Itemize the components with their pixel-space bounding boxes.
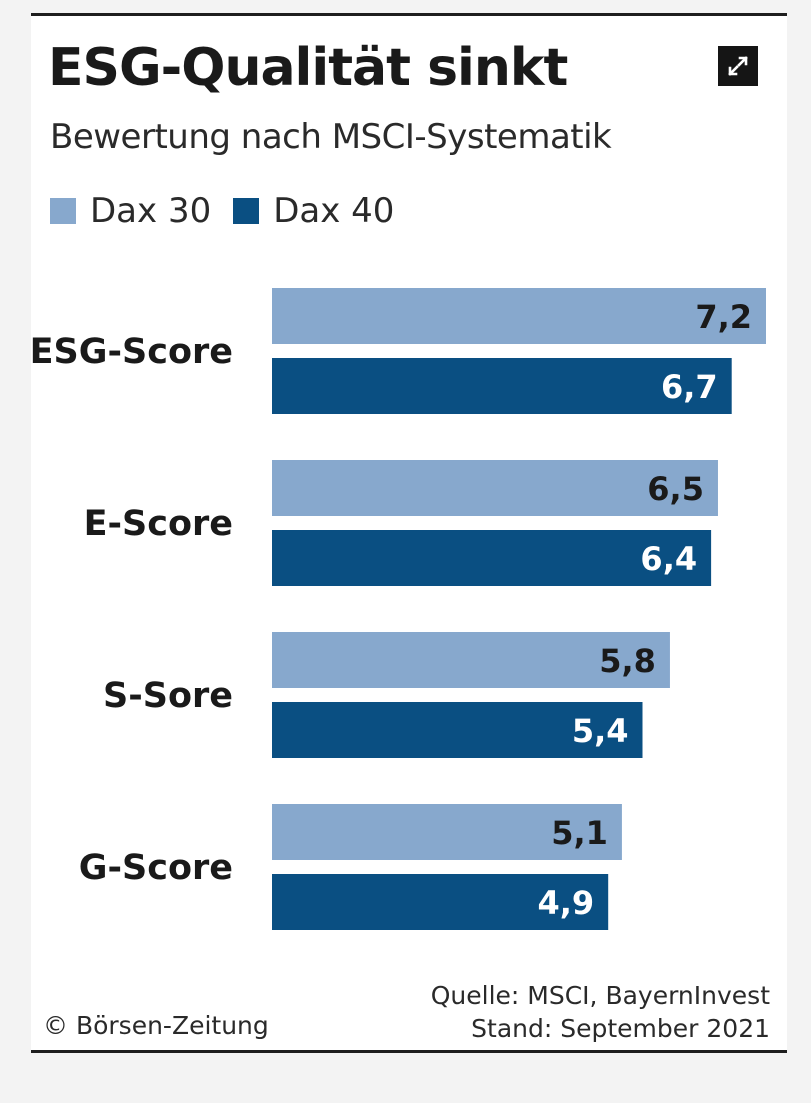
category-label: ESG-Score — [31, 332, 233, 372]
value-label: 7,2 — [695, 298, 752, 336]
value-label: 5,4 — [572, 712, 629, 750]
legend-label-dax30: Dax 30 — [90, 191, 212, 231]
bar-esg-score-dax40 — [272, 358, 732, 414]
bar-esg-score-dax30 — [272, 288, 766, 344]
value-label: 6,7 — [661, 368, 718, 406]
value-label: 6,4 — [640, 540, 697, 578]
source-text: Quelle: MSCI, BayernInvest — [430, 981, 770, 1010]
legend-item-dax30: Dax 30 — [50, 194, 211, 228]
chart-legend: Dax 30 Dax 40 — [50, 194, 416, 228]
category-label: E-Score — [84, 504, 233, 544]
chart-title: ESG-Qualität sinkt — [48, 38, 568, 98]
value-label: 5,1 — [551, 814, 608, 852]
expand-arrows-icon — [728, 56, 748, 76]
bar-g-score-dax30 — [272, 804, 622, 860]
expand-button[interactable] — [718, 46, 758, 86]
legend-label-dax40: Dax 40 — [273, 191, 395, 231]
date-text: Stand: September 2021 — [471, 1013, 770, 1043]
legend-swatch-dax30 — [50, 198, 76, 224]
chart-subtitle: Bewertung nach MSCI-Systematik — [50, 117, 612, 157]
category-label: S-Sore — [103, 676, 233, 716]
value-label: 5,8 — [599, 642, 656, 680]
category-label: G-Score — [79, 848, 233, 888]
bar-e-score-dax30 — [272, 460, 718, 516]
bar-s-sore-dax40 — [272, 702, 643, 758]
chart-card: ESG-Qualität sinkt Bewertung nach MSCI-S… — [31, 13, 787, 1053]
value-label: 6,5 — [647, 470, 704, 508]
bar-g-score-dax40 — [272, 874, 609, 930]
legend-swatch-dax40 — [233, 198, 260, 224]
bar-s-sore-dax30 — [272, 632, 670, 688]
legend-item-dax40: Dax 40 — [233, 194, 394, 228]
value-label: 4,9 — [538, 884, 595, 922]
bar-e-score-dax40 — [272, 530, 712, 586]
source-note: Quelle: MSCI, BayernInvest Stand: Septem… — [431, 980, 770, 1045]
copyright-notice: © Börsen-Zeitung — [43, 1011, 269, 1040]
bar-chart: 7,2 6,7 ESG-Score 6,5 6,4 E-Score 5,8 5,4 S-Sore… — [31, 288, 766, 930]
